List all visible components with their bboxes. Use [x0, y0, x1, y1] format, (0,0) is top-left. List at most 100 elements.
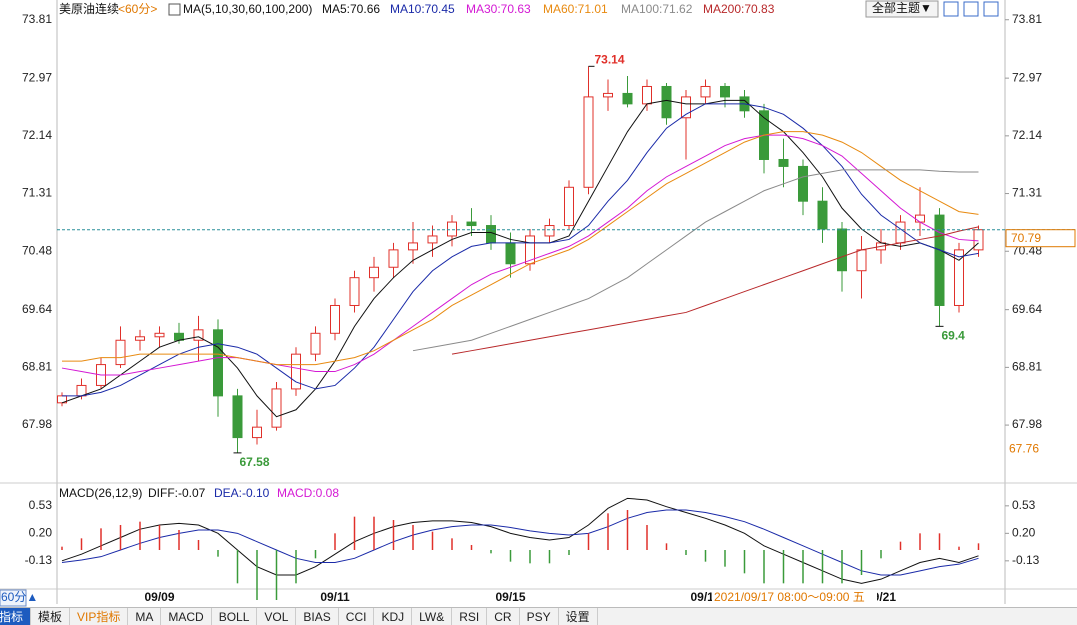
candle-body: [564, 186, 574, 227]
toolbar-tab[interactable]: MACD: [161, 608, 212, 625]
y-tick-label: 70.48: [22, 243, 52, 257]
y-tick-label: 69.64: [22, 302, 52, 316]
icon-button[interactable]: [963, 1, 979, 17]
high-label: 73.14: [595, 52, 625, 66]
indicator-title: MA(5,10,30,60,100,200): [183, 2, 312, 16]
low-label: 69.4: [942, 329, 966, 343]
candle-body: [720, 85, 730, 98]
chart: 美原油连续 <60分> MA(5,10,30,60,100,200) 全部主题▼…: [0, 0, 1077, 607]
icon-button[interactable]: [983, 1, 999, 17]
candle-body: [466, 221, 477, 227]
candle-body: [603, 92, 613, 98]
ma-line: [62, 131, 979, 366]
period-tab[interactable]: 60分▲: [1, 590, 38, 604]
crosshair-tip: 2021/09/17 08:00～09:00 五: [712, 590, 877, 606]
y-tick-label: 67.98: [22, 417, 52, 431]
toolbar-tab[interactable]: MA: [128, 608, 162, 625]
candle-body: [330, 304, 340, 334]
theme-button[interactable]: 全部主题▼: [872, 0, 932, 15]
icon-button[interactable]: [943, 1, 959, 17]
toolbar-tab[interactable]: CR: [487, 608, 520, 625]
candle-body: [661, 85, 672, 119]
symbol: 美原油连续: [59, 1, 119, 16]
candle-body: [954, 249, 964, 306]
theme-button-box[interactable]: [865, 0, 939, 18]
candle-body: [193, 329, 204, 341]
toolbar-tab[interactable]: 指标: [0, 608, 32, 625]
candle-body: [915, 214, 925, 223]
ma-line: [451, 226, 979, 355]
y-tick-label: -0.13: [25, 553, 53, 567]
candle-body: [232, 395, 243, 439]
ma-icon[interactable]: [168, 3, 181, 16]
ma-line: [61, 497, 979, 584]
candle-body: [427, 235, 438, 244]
toolbar-tab[interactable]: RSI: [452, 608, 488, 625]
y-tick-label-right: 67.98: [1012, 417, 1042, 431]
period[interactable]: <60分>: [118, 2, 157, 16]
candle-body: [135, 336, 145, 341]
y-tick-label-right: 69.64: [1012, 302, 1042, 316]
y-tick-label: 73.81: [22, 12, 52, 26]
cursor-price-label: 67.76: [1009, 442, 1039, 456]
last-price-box: [1005, 229, 1076, 248]
toolbar: 指标 模板 VIP指标 MA MACD BOLL VOL BIAS CCI KDJ LW& RSI CR…: [0, 607, 1077, 625]
candle-body: [154, 332, 165, 338]
y-tick-label-right: -0.13: [1012, 553, 1040, 567]
candle-body: [291, 353, 301, 390]
toolbar-tab[interactable]: CCI: [339, 608, 375, 625]
y-tick-label: 0.53: [29, 498, 53, 512]
candle-body: [973, 229, 984, 251]
candle-body: [583, 96, 594, 188]
candle-body: [486, 225, 496, 244]
legend-entry: MA60:71.01: [543, 2, 608, 16]
toolbar-tab[interactable]: KDJ: [374, 608, 413, 625]
period-tab-box[interactable]: [0, 589, 27, 607]
toolbar-tab[interactable]: PSY: [520, 608, 559, 625]
background: [0, 0, 1077, 607]
candle-body: [408, 242, 418, 251]
candle-body: [798, 165, 808, 202]
y-tick-label: 72.97: [22, 70, 52, 84]
toolbar-tab[interactable]: BIAS: [296, 608, 339, 625]
candle-body: [252, 426, 262, 439]
legend-entry: MA5:70.66: [322, 2, 380, 16]
y-tick-label-right: 71.31: [1012, 186, 1042, 200]
crosshair-label: 2021/09/17 08:00～09:00 五: [714, 590, 865, 604]
y-tick-label-right: 68.81: [1012, 360, 1042, 374]
toolbar-tab[interactable]: 模板: [31, 608, 71, 625]
candle-body: [817, 200, 828, 230]
y-tick-label-right: 72.14: [1012, 128, 1042, 142]
candle-body: [895, 221, 906, 244]
y-tick-label: 71.31: [22, 186, 52, 200]
macd-title: MACD(26,12,9): [59, 486, 142, 500]
y-tick-label: 72.14: [22, 128, 52, 142]
legend-entry: MACD:0.08: [277, 486, 339, 500]
ma-line: [61, 509, 979, 576]
candle-body: [349, 277, 360, 306]
toolbar-tab[interactable]: VOL: [257, 608, 297, 625]
toolbar-tab[interactable]: 设置: [559, 608, 598, 625]
legend-entry: MA30:70.63: [466, 2, 531, 16]
x-tick-label: 09/11: [320, 590, 350, 604]
legend-entry: DIFF:-0.07: [148, 486, 206, 500]
y-tick-label: 68.81: [22, 360, 52, 374]
toolbar-tab[interactable]: BOLL: [212, 608, 258, 625]
toolbar-tab[interactable]: VIP指标: [70, 608, 129, 625]
x-tick-label: 09/09: [144, 590, 174, 604]
legend-entry: MA200:70.83: [703, 2, 775, 16]
candle-body: [642, 85, 652, 105]
ma-line: [61, 99, 979, 418]
candle-body: [310, 332, 321, 355]
toolbar-tab[interactable]: LW&: [412, 608, 453, 625]
low-label: 67.58: [240, 455, 270, 469]
y-tick-label-right: 0.53: [1012, 498, 1036, 512]
legend-entry: MA10:70.45: [390, 2, 455, 16]
candle-body: [622, 92, 633, 105]
ma-line: [62, 103, 979, 397]
ma-line: [412, 169, 979, 352]
candle-body: [213, 329, 223, 397]
crosshair-tip-box: [712, 590, 877, 606]
y-tick-label-right: 72.97: [1012, 70, 1042, 84]
